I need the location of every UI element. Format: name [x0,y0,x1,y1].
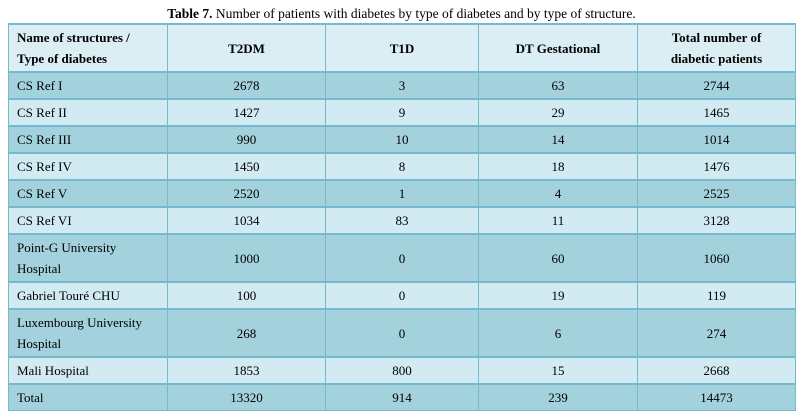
cell-value: 3128 [637,206,796,235]
cell-value: 800 [325,356,479,385]
cell-value: 914 [325,383,479,411]
cell-value: 13320 [167,383,326,411]
cell-structure-name: CS Ref IV [8,152,168,181]
cell-value: 1450 [167,152,326,181]
cell-value: 6 [478,308,638,358]
table-row: CS Ref II 1427 9 29 1465 [8,98,796,127]
cell-structure-name: CS Ref V [8,179,168,208]
cell-structure-name: Luxembourg University Hospital [8,308,168,358]
cell-value: 100 [167,281,326,310]
cell-value: 1000 [167,233,326,283]
column-header-line: T2DM [228,40,265,56]
cell-value: 60 [478,233,638,283]
cell-value: 3 [325,71,479,100]
cell-structure-name: Point-G University Hospital [8,233,168,283]
column-header-line: diabetic patients [670,51,763,66]
cell-structure-name: Mali Hospital [8,356,168,385]
cell-value: 990 [167,125,326,154]
table-row: CS Ref I 2678 3 63 2744 [8,71,796,100]
column-header-line: DT Gestational [515,40,601,56]
cell-value: 4 [478,179,638,208]
cell-value: 10 [325,125,479,154]
column-header: DT Gestational [478,23,638,73]
cell-structure-name: CS Ref I [8,71,168,100]
cell-value: 19 [478,281,638,310]
cell-value: 1014 [637,125,796,154]
table-caption: Table 7. Number of patients with diabete… [0,0,803,23]
cell-value: 1465 [637,98,796,127]
column-header: T2DM [167,23,326,73]
cell-value: 239 [478,383,638,411]
cell-value: 29 [478,98,638,127]
table-row: CS Ref III 990 10 14 1014 [8,125,796,154]
cell-value: 1 [325,179,479,208]
cell-value: 14 [478,125,638,154]
table-row: Point-G University Hospital 1000 0 60 1060 [8,233,796,283]
cell-value: 274 [637,308,796,358]
column-header: T1D [325,23,479,73]
table-row: CS Ref IV 1450 8 18 1476 [8,152,796,181]
cell-value: 2520 [167,179,326,208]
cell-value: 1034 [167,206,326,235]
cell-value: 18 [478,152,638,181]
column-header: Total number of diabetic patients [637,23,796,73]
cell-value: 119 [637,281,796,310]
column-header: Name of structures / Type of diabetes [8,23,168,73]
cell-structure-name: Total [8,383,168,411]
cell-value: 14473 [637,383,796,411]
cell-value: 8 [325,152,479,181]
table-caption-label: Table 7. [167,6,213,21]
cell-value: 63 [478,71,638,100]
cell-value: 1060 [637,233,796,283]
table-row: Mali Hospital 1853 800 15 2668 [8,356,796,385]
cell-value: 2744 [637,71,796,100]
cell-value: 11 [478,206,638,235]
cell-structure-name: Gabriel Touré CHU [8,281,168,310]
cell-value: 1476 [637,152,796,181]
cell-value: 9 [325,98,479,127]
cell-value: 0 [325,233,479,283]
column-header-line: T1D [389,40,415,56]
cell-value: 0 [325,281,479,310]
cell-structure-name: CS Ref II [8,98,168,127]
cell-value: 15 [478,356,638,385]
table-row: CS Ref V 2520 1 4 2525 [8,179,796,208]
table-row: Luxembourg University Hospital 268 0 6 274 [8,308,796,358]
column-header-line: Type of diabetes [17,51,108,66]
cell-value: 2678 [167,71,326,100]
cell-value: 83 [325,206,479,235]
table-caption-text: Number of patients with diabetes by type… [212,6,636,21]
table-row: Gabriel Touré CHU 100 0 19 119 [8,281,796,310]
cell-value: 1427 [167,98,326,127]
cell-value: 268 [167,308,326,358]
cell-structure-name: CS Ref III [8,125,168,154]
table-head: Name of structures / Type of diabetes T2DM… [8,23,796,73]
table-body: CS Ref I 2678 3 63 2744 CS Ref II 1427 9 29 1465 C… [8,71,796,411]
cell-structure-name: CS Ref VI [8,206,168,235]
table-row: CS Ref VI 1034 83 11 3128 [8,206,796,235]
cell-value: 2525 [637,179,796,208]
column-header-line: Total number of [671,30,762,45]
cell-value: 2668 [637,356,796,385]
cell-value: 0 [325,308,479,358]
header-row: Name of structures / Type of diabetes T2DM… [8,23,796,73]
cell-value: 1853 [167,356,326,385]
column-header-line: Name of structures / [17,30,130,45]
diabetes-table: Name of structures / Type of diabetes T2DM… [8,23,796,411]
table-row: Total 13320 914 239 14473 [8,383,796,411]
